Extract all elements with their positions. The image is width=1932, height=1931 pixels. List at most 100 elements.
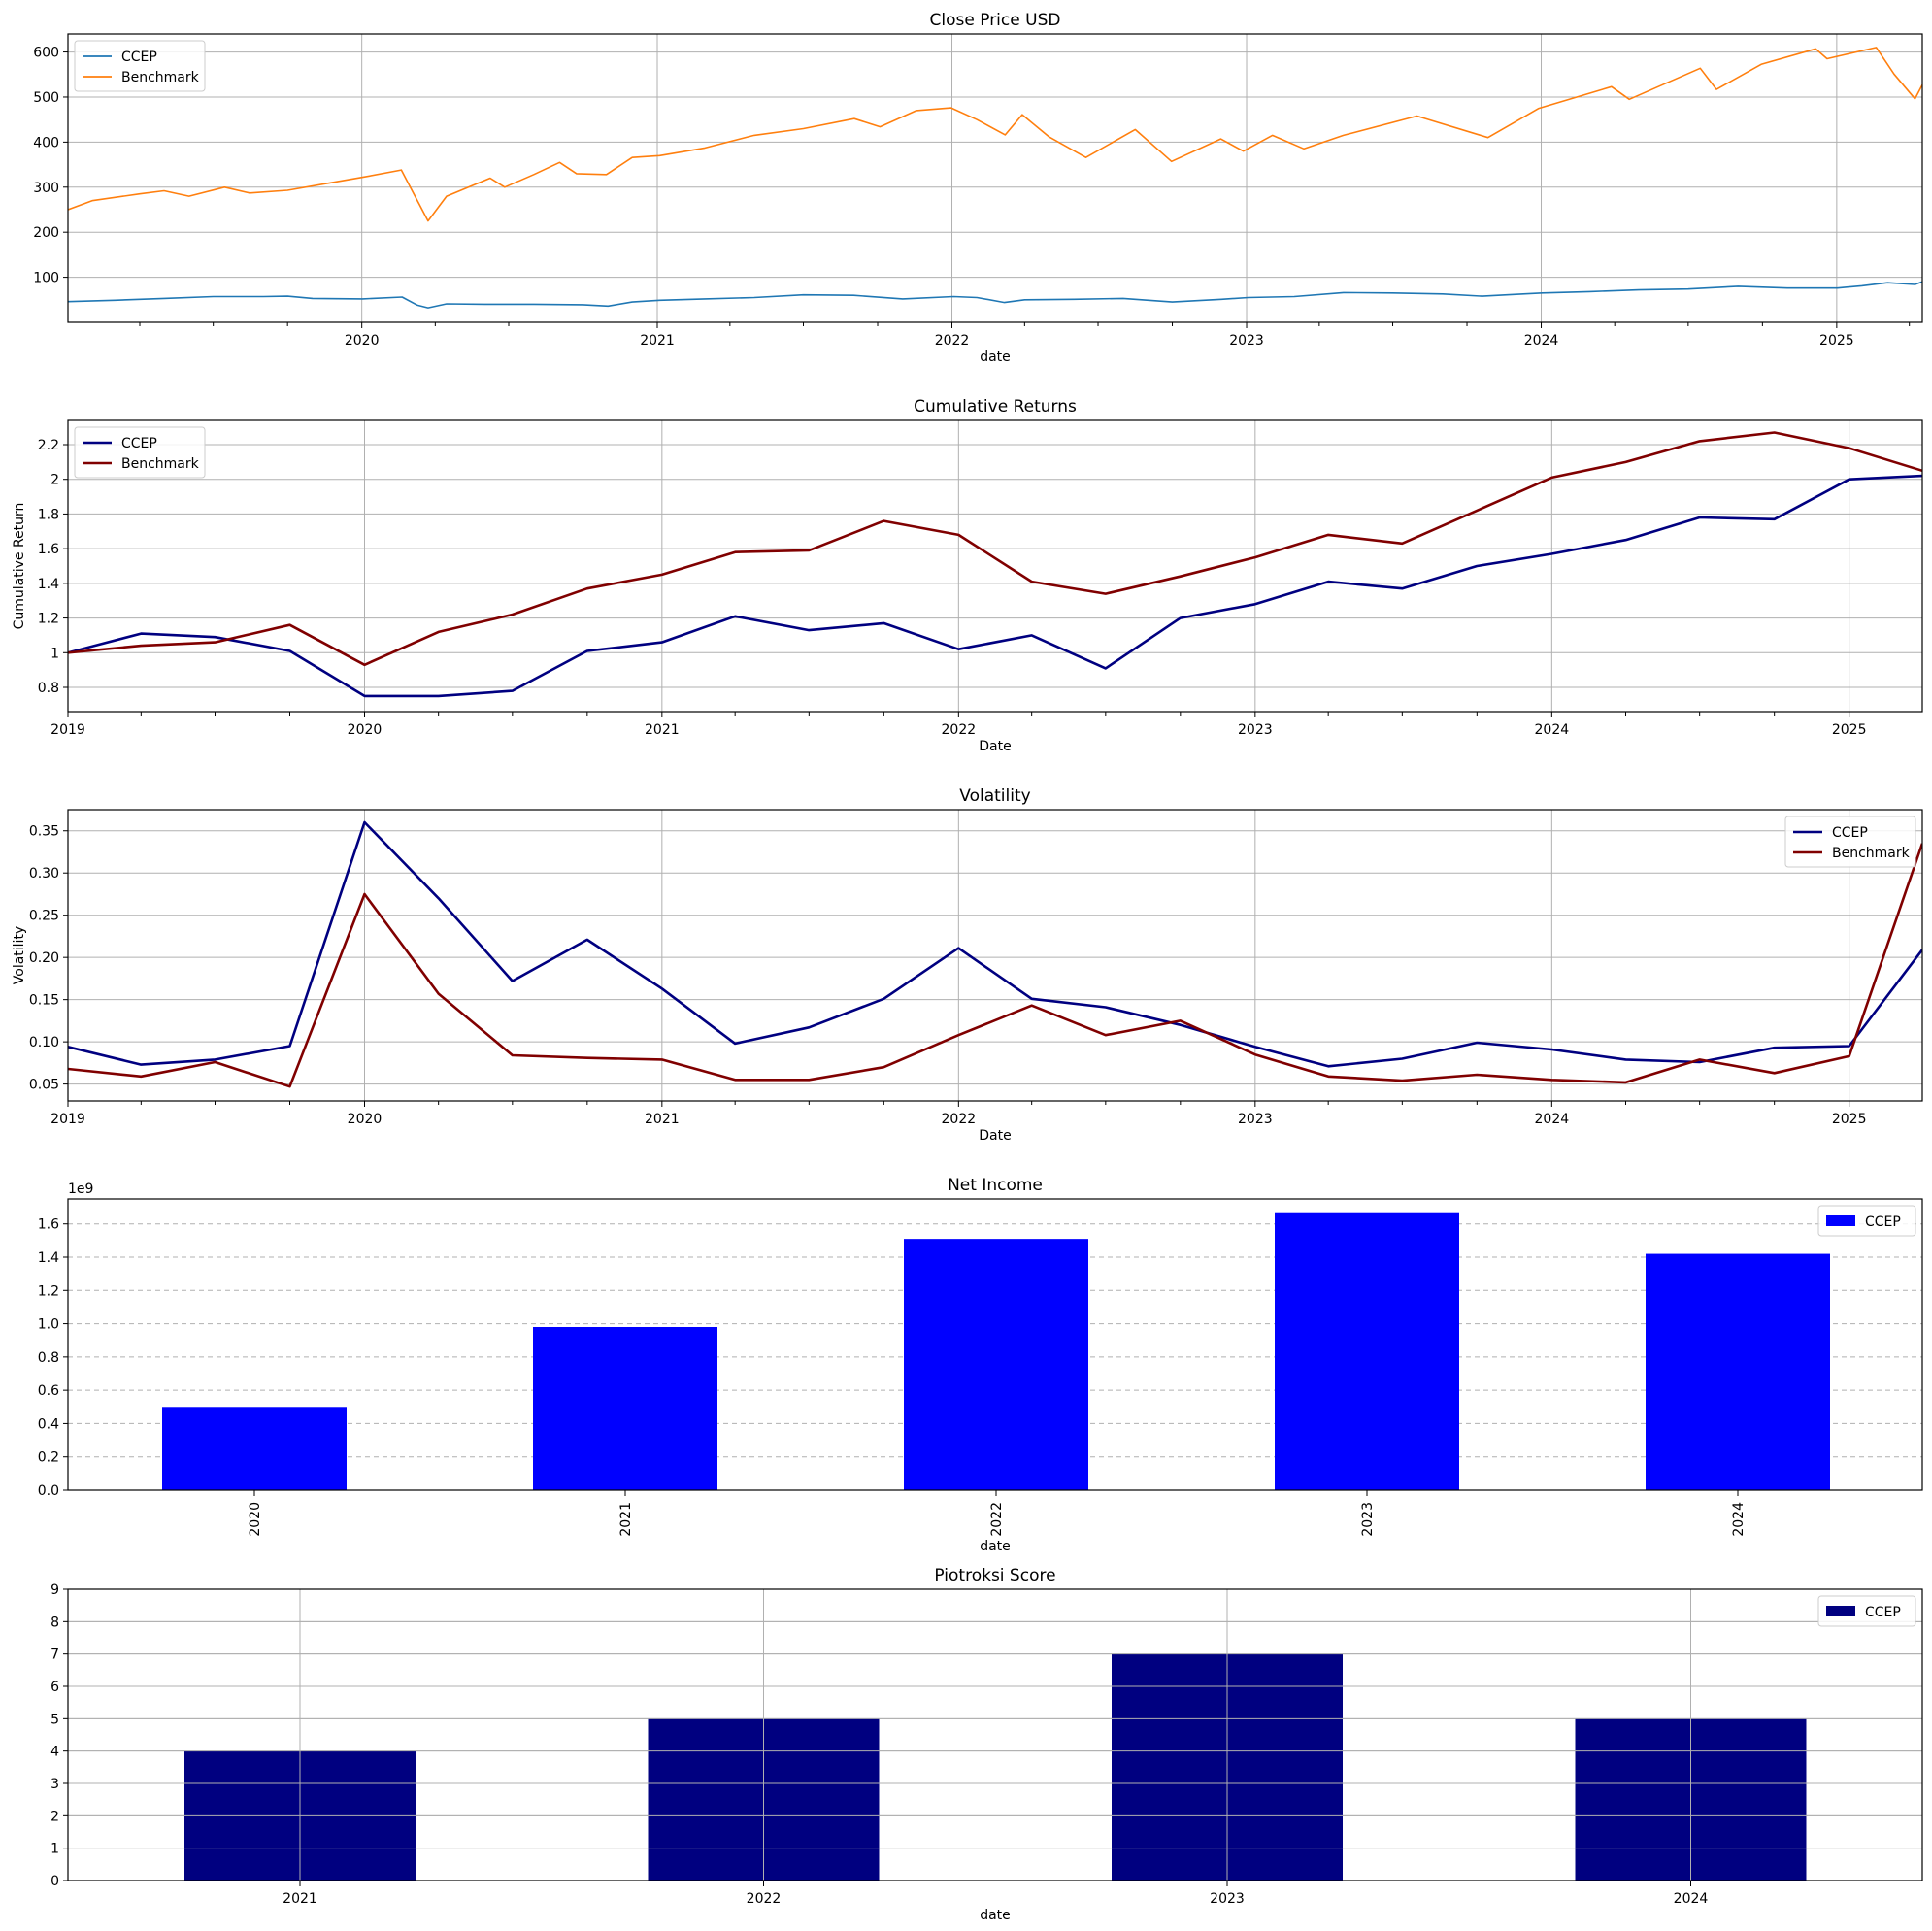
x-tick-label: 2025 xyxy=(1832,1112,1867,1127)
y-tick-label: 1.4 xyxy=(38,577,59,592)
chart-piotroski: Piotroksi Score 0 1 2 3 4 5 6 7 8 9 2021 2022 2023 202… xyxy=(50,1566,1923,1923)
y-tick-label: 0.8 xyxy=(38,1350,59,1366)
x-tick-label: 2024 xyxy=(1674,1891,1709,1907)
x-tick-label: 2023 xyxy=(1229,333,1264,349)
bar-ccep-2020 xyxy=(162,1407,347,1490)
y-tick-label: 5 xyxy=(50,1712,59,1727)
chart-vol: Volatility 0.05 0.10 0.15 0.20 0.25 0.30 0.35 20… xyxy=(12,786,1923,1144)
y-tick-label: 7 xyxy=(50,1648,59,1663)
legend-swatch xyxy=(1826,1215,1855,1226)
legend-label: CCEP xyxy=(1832,825,1868,841)
x-axis-label: date xyxy=(980,1908,1011,1923)
x-tick-label: 2022 xyxy=(935,333,970,349)
x-tick-label: 2022 xyxy=(747,1891,782,1907)
x-tick-label: 2023 xyxy=(1360,1502,1376,1537)
x-tick-label: 2020 xyxy=(348,1112,383,1127)
legend: CCEP xyxy=(1817,1595,1916,1627)
axes-frame xyxy=(67,809,1923,1102)
legend-swatch xyxy=(1826,1606,1855,1616)
x-tick-label: 2022 xyxy=(942,1112,977,1127)
y-tick-label: 1 xyxy=(50,1842,59,1857)
series-line-benchmark xyxy=(68,431,1922,667)
x-axis-label: Date xyxy=(979,1128,1011,1144)
y-tick-label: 0.25 xyxy=(29,909,59,924)
y-tick-label: 0.15 xyxy=(29,993,59,1009)
y-tick-label: 1.2 xyxy=(38,1283,59,1299)
legend: CCEP Benchmark xyxy=(74,426,206,479)
y-tick-label: 2 xyxy=(50,1809,59,1824)
y-tick-label: 100 xyxy=(33,271,59,286)
y-offset-label: 1e9 xyxy=(68,1182,93,1197)
axes-frame xyxy=(67,1198,1923,1491)
x-tick-label: 2024 xyxy=(1535,1112,1570,1127)
legend: CCEP Benchmark xyxy=(1784,816,1916,868)
y-tick-label: 300 xyxy=(33,181,59,196)
y-tick-label: 1.2 xyxy=(38,612,59,627)
legend-box xyxy=(74,426,206,479)
chart-netincome: Net Income 0.0 0.2 0.4 0.6 0.8 1.0 1.2 1.4 1.6 202… xyxy=(38,1176,1923,1554)
chart-title: Cumulative Returns xyxy=(914,397,1077,416)
legend-label: CCEP xyxy=(121,50,157,65)
x-tick-label: 2025 xyxy=(1832,722,1867,738)
y-tick-label: 1.4 xyxy=(38,1250,59,1266)
y-tick-label: 400 xyxy=(33,135,59,150)
y-tick-label: 1.6 xyxy=(38,542,59,557)
bar-ccep-2021 xyxy=(533,1327,717,1490)
y-tick-label: 0.35 xyxy=(29,824,59,840)
x-tick-label: 2023 xyxy=(1238,1112,1273,1127)
legend-box xyxy=(74,40,206,92)
chart-title: Close Price USD xyxy=(930,11,1061,30)
y-tick-label: 0 xyxy=(50,1874,59,1889)
x-tick-label: 2025 xyxy=(1819,333,1854,349)
y-tick-label: 0.30 xyxy=(29,866,59,882)
bar-ccep-2023 xyxy=(1275,1212,1459,1490)
chart-title: Net Income xyxy=(948,1176,1043,1195)
x-tick-label: 2020 xyxy=(348,722,383,738)
y-tick-label: 2.2 xyxy=(38,438,59,453)
axes-frame xyxy=(67,33,1923,323)
y-axis-label: Cumulative Return xyxy=(12,503,27,630)
y-tick-label: 1.0 xyxy=(38,1317,59,1333)
y-tick-label: 0.4 xyxy=(38,1416,59,1432)
x-tick-label: 2022 xyxy=(989,1502,1005,1537)
x-axis-label: Date xyxy=(979,739,1011,754)
x-tick-label: 2023 xyxy=(1238,722,1273,738)
x-tick-label: 2021 xyxy=(645,722,680,738)
series-line-ccep xyxy=(68,820,1922,1068)
y-tick-label: 0.8 xyxy=(38,681,59,696)
x-tick-label: 2019 xyxy=(50,1112,85,1127)
y-tick-label: 3 xyxy=(50,1777,59,1792)
y-tick-label: 0.05 xyxy=(29,1078,59,1093)
chart-close: Close Price USD 100 200 300 400 500 600 2020 202… xyxy=(33,11,1923,365)
x-tick-label: 2021 xyxy=(283,1891,317,1907)
legend-label: Benchmark xyxy=(1832,846,1911,861)
y-tick-label: 0.0 xyxy=(38,1483,59,1499)
x-tick-label: 2020 xyxy=(345,333,380,349)
y-tick-label: 0.20 xyxy=(29,950,59,966)
axes-frame xyxy=(67,419,1923,713)
legend-label: Benchmark xyxy=(121,70,200,85)
y-tick-label: 1.6 xyxy=(38,1217,59,1233)
legend-label: CCEP xyxy=(1865,1215,1901,1230)
legend-label: CCEP xyxy=(1865,1605,1901,1620)
y-tick-label: 600 xyxy=(33,46,59,61)
legend-box xyxy=(1784,816,1916,868)
chart-cumret: Cumulative Returns 0.8 1 1.2 1.4 1.6 1.8 2 2.2 20… xyxy=(12,397,1923,754)
y-tick-label: 500 xyxy=(33,90,59,106)
legend-box xyxy=(1817,1205,1916,1237)
series-line-benchmark xyxy=(68,47,1922,222)
y-axis-label: Volatility xyxy=(12,926,27,984)
legend: CCEP xyxy=(1817,1205,1916,1237)
legend-label: Benchmark xyxy=(121,456,200,472)
x-tick-label: 2021 xyxy=(640,333,675,349)
y-tick-label: 200 xyxy=(33,225,59,241)
x-axis-label: date xyxy=(980,1539,1011,1554)
y-tick-label: 2 xyxy=(50,473,59,488)
x-tick-label: 2020 xyxy=(248,1502,263,1537)
legend: CCEP Benchmark xyxy=(74,40,206,92)
y-tick-label: 9 xyxy=(50,1582,59,1598)
x-tick-label: 2021 xyxy=(618,1502,634,1537)
y-tick-label: 0.10 xyxy=(29,1035,59,1050)
bar-ccep-2022 xyxy=(904,1239,1088,1490)
